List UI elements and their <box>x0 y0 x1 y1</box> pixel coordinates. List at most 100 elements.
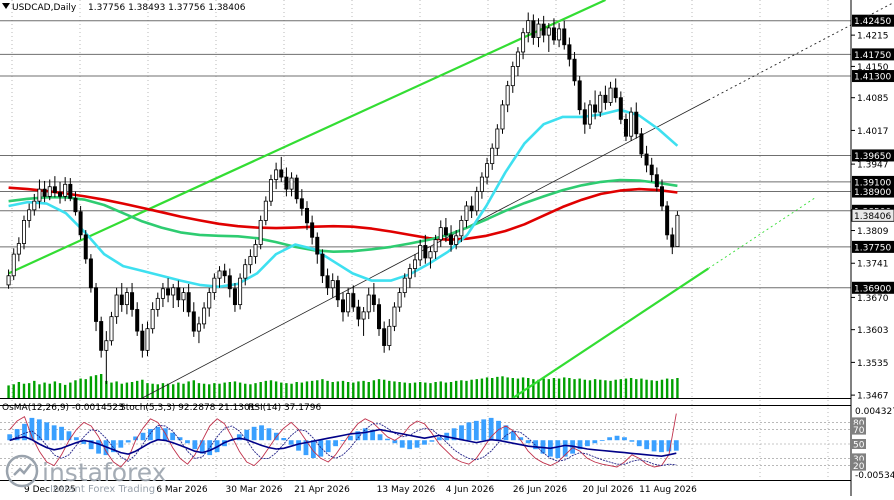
candle-body <box>299 198 304 209</box>
volume-bar <box>316 380 319 398</box>
candle-body <box>16 243 21 255</box>
candle-body <box>536 23 541 38</box>
volume-bar <box>650 380 653 398</box>
candle <box>515 47 520 77</box>
level-label: 1.41750 <box>854 51 891 61</box>
moving-average-line <box>8 108 679 289</box>
osma-bar <box>51 425 57 441</box>
osma-bar <box>133 436 139 441</box>
candle <box>63 177 68 202</box>
candle <box>459 215 464 243</box>
candle-body <box>346 293 351 313</box>
candle <box>37 179 42 209</box>
candle-body <box>217 270 222 279</box>
candle <box>546 23 551 52</box>
date-label: 4 Jun 2026 <box>446 485 495 495</box>
candle-body <box>526 20 531 34</box>
candle <box>644 145 649 173</box>
candle <box>454 230 459 250</box>
candle <box>217 266 222 288</box>
osma-bar <box>436 437 442 441</box>
volume-bar <box>336 381 340 398</box>
candle-body <box>181 292 186 301</box>
trend-line-extension <box>708 1 894 101</box>
volume-bar <box>388 380 391 398</box>
volume-bar <box>295 382 298 398</box>
candle-body <box>361 311 366 320</box>
osma-bar <box>303 440 309 456</box>
level-label: 1.41300 <box>854 73 891 83</box>
candle <box>387 319 392 351</box>
volume-bar <box>521 377 525 398</box>
candle <box>526 12 531 43</box>
volume-bar <box>542 378 545 398</box>
candle-body <box>603 94 608 103</box>
candle <box>428 246 433 269</box>
price-tick-label: 1.3535 <box>857 359 889 369</box>
candle <box>474 186 479 216</box>
candle-body <box>47 186 52 197</box>
osma-bar <box>533 440 538 450</box>
candle-body <box>366 294 371 313</box>
level-label: 1.42450 <box>854 17 891 27</box>
candle-body <box>253 244 258 257</box>
osma-bar <box>340 440 346 442</box>
candle <box>124 287 129 315</box>
candle <box>402 273 407 298</box>
candle-body <box>202 307 207 325</box>
header-arrow-icon <box>2 3 10 9</box>
volume-bar <box>398 382 401 398</box>
date-label: 21 Apr 2026 <box>294 485 350 495</box>
candle-body <box>78 211 83 236</box>
osma-bar <box>518 437 524 441</box>
candle-body <box>629 111 634 137</box>
candle <box>58 181 63 204</box>
candle <box>52 176 57 198</box>
volume-bar <box>172 384 175 398</box>
candle <box>438 220 443 247</box>
candle <box>263 196 268 226</box>
candle <box>567 37 572 67</box>
candle <box>371 282 376 312</box>
osma-bar <box>110 440 116 453</box>
volume-bar <box>249 384 252 398</box>
candle <box>531 14 536 45</box>
volume-bar <box>305 381 309 398</box>
candle <box>351 285 356 312</box>
volume-bar <box>367 382 370 398</box>
candle <box>83 230 88 264</box>
candle <box>181 287 186 312</box>
date-label: 6 Mar 2026 <box>156 485 208 495</box>
volume-bar <box>17 382 21 398</box>
candle <box>593 90 598 120</box>
volume-bar <box>285 383 288 398</box>
osma-bar <box>429 440 435 442</box>
candle-body <box>63 183 68 197</box>
osma-bar <box>259 425 264 441</box>
candle <box>32 193 37 216</box>
volume-bar <box>599 379 602 398</box>
candle <box>284 167 289 197</box>
candle <box>150 302 155 334</box>
candle-body <box>140 330 145 351</box>
candle <box>68 178 73 202</box>
volume-bar <box>79 378 82 398</box>
osma-bar <box>36 419 42 441</box>
volume-bar <box>635 379 638 398</box>
candle-body <box>88 258 93 289</box>
candle-body <box>135 309 140 332</box>
volume-bar <box>151 383 154 398</box>
volume-bar <box>362 380 365 398</box>
candle-body <box>11 253 16 277</box>
volume-bar <box>557 378 561 398</box>
candle-body <box>567 44 572 60</box>
volume-bar <box>454 380 458 398</box>
volume-bar <box>640 378 643 398</box>
volume-bar <box>259 382 262 398</box>
candle <box>618 91 623 125</box>
candle <box>104 331 109 385</box>
candle-body <box>572 58 577 82</box>
volume-bar <box>99 374 103 398</box>
volume-bar <box>485 377 489 398</box>
level-label: 1.39100 <box>854 178 891 188</box>
